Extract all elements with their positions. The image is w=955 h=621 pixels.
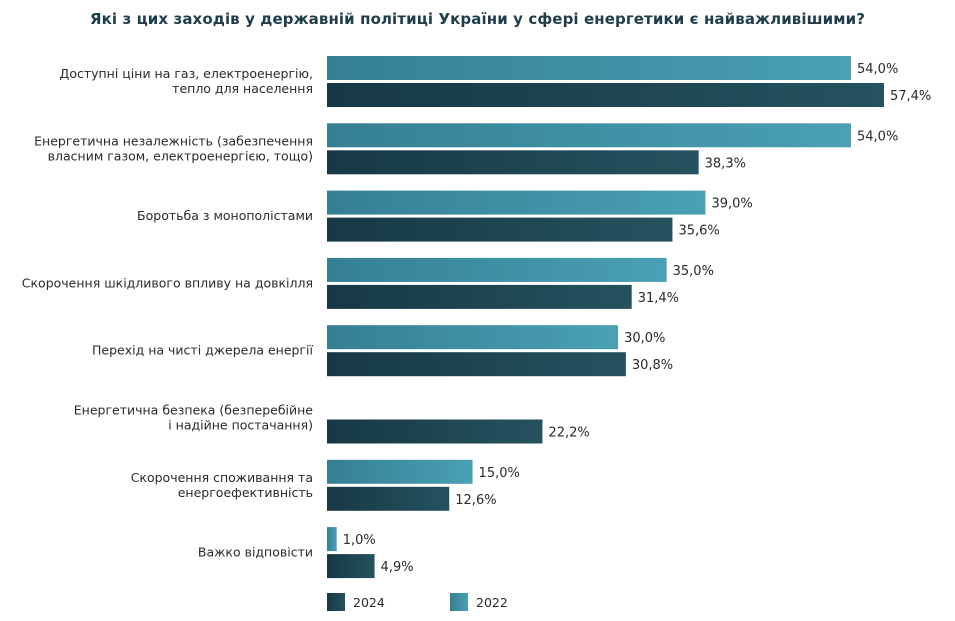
bar-2022-4 — [327, 257, 667, 282]
legend-swatch-2022 — [450, 593, 468, 611]
bar-2022-2 — [327, 123, 851, 148]
bar-2022-1 — [327, 56, 851, 80]
category-label-2-line-2: власним газом, електроенергією, тощо) — [48, 148, 313, 163]
category-label-1-line-2: тепло для населення — [172, 81, 313, 96]
value-label-2022-4: 35,0% — [673, 264, 714, 279]
category-label-2-line-1: Енергетична незалежність (забезпечення — [34, 133, 313, 148]
category-label-6-line-2: і надійне постачання) — [168, 418, 313, 433]
bar-2024-7 — [327, 486, 450, 511]
category-label-7-line-1: Скорочення споживання та — [131, 470, 313, 485]
value-label-2024-1: 57,4% — [890, 89, 931, 104]
bar-2024-8 — [327, 554, 375, 579]
bar-2024-3 — [327, 217, 673, 242]
bar-2022-7 — [327, 459, 473, 484]
bar-2022-3 — [327, 190, 706, 215]
category-label-6-line-1: Енергетична безпека (безперебійне — [74, 403, 314, 418]
value-label-2024-3: 35,6% — [678, 224, 719, 239]
legend-swatch-2024 — [327, 593, 345, 611]
value-label-2022-7: 15,0% — [479, 466, 520, 481]
bar-2024-2 — [327, 150, 699, 175]
value-label-2024-4: 31,4% — [638, 291, 679, 306]
value-label-2024-5: 30,8% — [632, 358, 673, 373]
category-label-3: Боротьба з монополістами — [137, 208, 313, 223]
value-label-2024-7: 12,6% — [455, 493, 496, 508]
legend-label-2022: 2022 — [476, 595, 508, 610]
legend-label-2024: 2024 — [353, 595, 385, 610]
bar-2024-4 — [327, 284, 632, 309]
chart-title: Які з цих заходів у державній політиці У… — [89, 10, 866, 28]
bar-2022-5 — [327, 325, 619, 350]
value-label-2022-8: 1,0% — [343, 533, 376, 548]
value-label-2022-1: 54,0% — [857, 62, 898, 77]
value-label-2022-2: 54,0% — [857, 129, 898, 144]
value-label-2024-6: 22,2% — [548, 426, 589, 441]
value-label-2022-5: 30,0% — [624, 331, 665, 346]
bar-2024-6 — [327, 419, 543, 444]
bar-2024-5 — [327, 352, 626, 377]
category-label-7-line-2: енергоефективність — [178, 485, 313, 500]
bar-2022-8 — [327, 527, 337, 552]
category-label-5: Перехід на чисті джерела енергії — [92, 343, 313, 358]
value-label-2022-3: 39,0% — [711, 197, 752, 212]
bar-2024-1 — [327, 83, 884, 107]
category-label-4: Скорочення шкідливого впливу на довкілля — [22, 275, 313, 290]
category-label-1-line-1: Доступні ціни на газ, електроенергію, — [60, 66, 313, 81]
category-label-8: Важко відповісти — [198, 545, 313, 560]
value-label-2024-2: 38,3% — [705, 156, 746, 171]
value-label-2024-8: 4,9% — [381, 560, 414, 575]
